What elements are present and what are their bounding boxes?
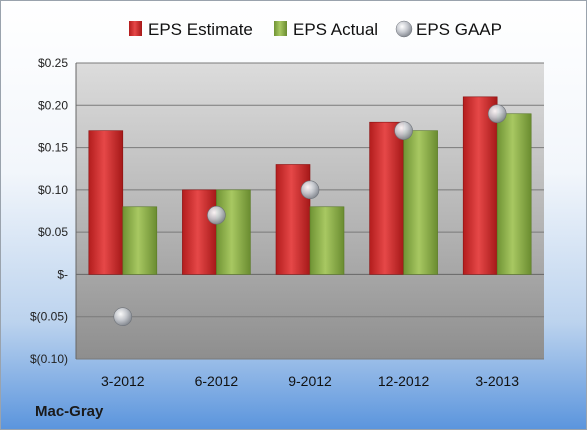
gaap-point-3-2013 (487, 104, 507, 124)
y-tick-label: $- (57, 267, 68, 281)
y-tick-label: $0.20 (38, 98, 68, 112)
gaap-point-6-2012 (207, 205, 226, 225)
y-tick-label: $(0.10) (30, 352, 68, 366)
y-axis: $0.25 $0.20 $0.15 $0.10 $0.05 $- $(0.05) $(0.10… (30, 56, 77, 366)
x-tick-label: 3-2013 (475, 373, 519, 389)
legend-swatch (274, 21, 287, 36)
estimate-bar-6-2012 (182, 189, 217, 275)
gaap-point-3-2012 (113, 307, 133, 327)
company-name: Mac-Gray (35, 403, 104, 420)
estimate-bar-3-2013 (462, 96, 498, 275)
y-tick-label: $0.10 (38, 183, 68, 197)
x-tick-label: 6-2012 (195, 373, 239, 389)
legend-label: EPS GAAP (416, 20, 502, 39)
gaap-points (113, 104, 507, 327)
bars (88, 96, 532, 275)
legend-swatch (129, 21, 142, 36)
estimate-bar-9-2012 (275, 164, 311, 275)
actual-bar-6-2012 (216, 189, 251, 275)
estimate-bar-12-2012 (369, 121, 404, 275)
x-tick-label: 3-2012 (101, 373, 145, 389)
actual-bar-9-2012 (309, 206, 345, 275)
legend-swatch (395, 20, 413, 38)
y-tick-label: $0.25 (38, 56, 68, 70)
legend: EPS Estimate EPS Actual EPS GAAP (129, 20, 502, 39)
legend-label: EPS Estimate (148, 20, 253, 39)
y-tick-label: $0.15 (38, 141, 68, 155)
actual-bar-3-2013 (496, 113, 532, 275)
x-axis: 3-2012 6-2012 9-2012 12-2012 3-2013 (101, 373, 519, 389)
legend-label: EPS Actual (293, 20, 378, 39)
gaap-point-12-2012 (394, 121, 413, 140)
gaap-point-9-2012 (300, 180, 320, 200)
actual-bar-3-2012 (122, 206, 158, 275)
actual-bar-12-2012 (403, 130, 438, 275)
x-tick-label: 9-2012 (288, 373, 332, 389)
x-tick-label: 12-2012 (378, 373, 430, 389)
y-tick-label: $(0.05) (30, 310, 68, 324)
estimate-bar-3-2012 (88, 130, 124, 275)
y-tick-label: $0.05 (38, 225, 68, 239)
